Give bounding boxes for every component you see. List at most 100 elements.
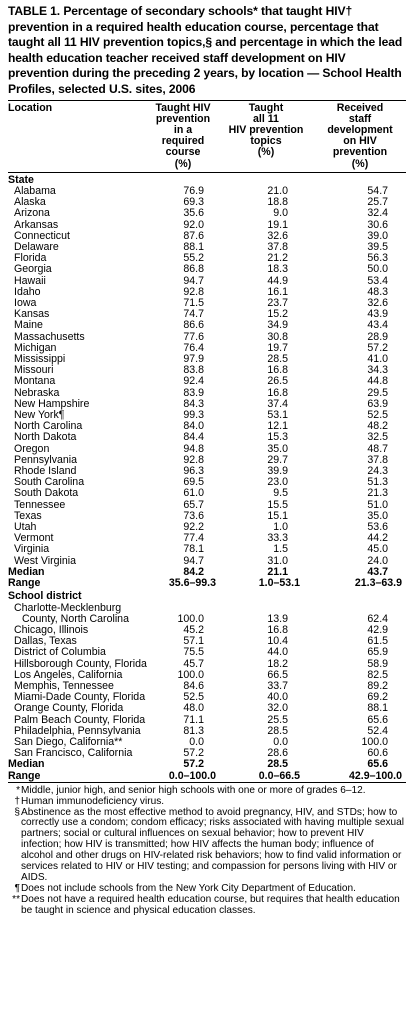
value-staff-development: 32.5 [367, 431, 389, 444]
value-required-course: 48.0 [183, 702, 204, 715]
district-first-line: Charlotte-Mecklenburg [14, 601, 122, 614]
header-col2-line: Taught [248, 101, 284, 114]
state-row: New Hampshire 84.3 37.4 63.9 [8, 397, 406, 410]
value-staff-development: 32.6 [367, 297, 389, 310]
value-staff-development: 32.4 [367, 207, 389, 220]
data-table: Location Taught HIV prevention in a required… [8, 101, 406, 172]
location-name: Philadelphia, Pennsylvania [14, 724, 141, 737]
district-section: School district [8, 590, 82, 603]
district-range-required-course: 0.0–100.0 [168, 769, 216, 782]
header-col3-line: staff [348, 112, 372, 125]
value-all-11-topics: 39.9 [267, 465, 288, 478]
value-all-11-topics: 16.1 [267, 285, 288, 298]
footnote-text: Does not have a required health educatio… [21, 893, 400, 916]
value-all-11-topics: 15.3 [267, 431, 288, 444]
footnote: ¶ Does not include schools from the New Y… [8, 883, 406, 895]
district-row: San Diego, California** 0.0 0.0 100.0 [8, 736, 406, 748]
value-all-11-topics: 30.8 [267, 330, 288, 343]
location-name: Georgia [14, 263, 52, 276]
header-col2-line: all 11 [253, 112, 279, 125]
value-all-11-topics: 12.1 [267, 420, 288, 433]
value-staff-development: 57.2 [367, 341, 389, 354]
value-required-course: 92.8 [183, 453, 204, 466]
value-staff-development: 48.2 [367, 420, 389, 433]
value-required-course: 92.4 [183, 375, 204, 388]
value-all-11-topics: 31.0 [267, 554, 288, 567]
value-all-11-topics: 32.0 [267, 702, 288, 715]
state-row: Florida 55.2 21.2 56.3 [8, 252, 406, 265]
location-name: North Dakota [14, 431, 77, 444]
value-required-course: 86.8 [183, 263, 204, 276]
location-name: Hillsborough County, Florida [14, 657, 147, 670]
value-required-course: 100.0 [177, 668, 204, 681]
value-required-course: 55.2 [183, 252, 204, 265]
value-all-11-topics: 33.7 [267, 679, 288, 692]
district-row: Hillsborough County, Florida 45.7 18.2 58.9 [8, 657, 406, 670]
value-all-11-topics: 53.1 [267, 409, 288, 422]
value-required-course: 57.1 [183, 635, 204, 648]
value-all-11-topics: 66.5 [267, 668, 288, 681]
footnote-text: Middle, junior high, and senior high sch… [21, 784, 366, 796]
value-all-11-topics: 37.4 [267, 397, 288, 410]
state-median-all-11-topics: 21.1 [267, 565, 288, 578]
value-required-course: 100.0 [177, 612, 204, 625]
location-name: Missouri [14, 364, 54, 377]
location-name: Kansas [14, 308, 50, 321]
location-name: District of Columbia [14, 646, 106, 659]
location-name: North Carolina [14, 420, 83, 433]
footnote-text: Abstinence as the most effective method … [21, 806, 404, 883]
value-required-course: 86.6 [183, 319, 204, 332]
location-name: Oregon [14, 442, 50, 455]
location-name: Tennessee [14, 498, 66, 511]
footnote-mark: § [14, 806, 20, 818]
value-required-course: 92.0 [183, 218, 204, 231]
value-all-11-topics: 19.7 [267, 341, 288, 354]
value-staff-development: 43.9 [367, 308, 389, 321]
header-col1: Taught HIV prevention in a required course (%… [148, 101, 218, 172]
location-name: South Carolina [14, 476, 85, 489]
state-section-row: State [8, 173, 406, 186]
value-all-11-topics: 34.9 [267, 319, 288, 332]
state-section: State [8, 173, 34, 186]
state-row: Arizona 35.6 9.0 32.4 [8, 208, 406, 219]
district-median-required-course: 57.2 [183, 758, 204, 771]
value-all-11-topics: 26.5 [267, 375, 288, 388]
district-range: Range 0.0–100.0 0.0–66.5 42.9–100.0 [8, 769, 406, 782]
district-row: Memphis, Tennessee 84.6 33.7 89.2 [8, 679, 406, 692]
location-name: Vermont [14, 532, 54, 545]
value-all-11-topics: 28.6 [267, 747, 288, 760]
state-row: Pennsylvania 92.8 29.7 37.8 [8, 453, 406, 466]
value-required-course: 61.0 [183, 487, 204, 500]
district-median: Median 57.2 28.5 65.6 [8, 759, 406, 770]
location-name: Arkansas [14, 218, 59, 231]
state-row: South Carolina 69.5 23.0 51.3 [8, 477, 406, 488]
state-row: Hawaii 94.7 44.9 53.4 [8, 275, 406, 287]
location-name: Connecticut [14, 229, 70, 242]
location-name: Mississippi [14, 353, 66, 366]
header-col3-line: development [327, 123, 393, 136]
value-all-11-topics: 13.9 [267, 612, 288, 625]
state-row: Virginia 78.1 1.5 45.0 [8, 544, 406, 555]
footnote: § Abstinence as the most effective method… [8, 806, 406, 884]
value-all-11-topics: 29.7 [267, 453, 288, 466]
header-col3-line: (%) [351, 157, 369, 170]
value-required-course: 76.4 [183, 341, 204, 354]
data-table-body: State Alabama 76.9 21.0 54.7 Alaska 69.3 18.8 25… [8, 173, 406, 782]
value-all-11-topics: 28.5 [267, 353, 288, 366]
value-required-course: 52.5 [183, 691, 204, 704]
value-required-course: 69.5 [183, 476, 204, 489]
district-range-staff-development: 42.9–100.0 [349, 769, 403, 782]
location-name: Palm Beach County, Florida [14, 713, 146, 726]
state-median: Median 84.2 21.1 43.7 [8, 565, 406, 578]
value-required-course: 84.6 [183, 679, 204, 692]
footnote-mark: ** [12, 893, 20, 905]
table-body: State Alabama 76.9 21.0 54.7 Alaska 69.3 18.8 25… [8, 173, 406, 782]
value-required-course: 84.0 [183, 420, 204, 433]
value-staff-development: 24.3 [367, 465, 389, 478]
state-row: Michigan 76.4 19.7 57.2 [8, 341, 406, 354]
value-required-course: 96.3 [183, 465, 204, 478]
district-row: County, North Carolina 100.0 13.9 62.4 [8, 612, 406, 625]
value-staff-development: 48.3 [367, 285, 389, 298]
location-name: Massachusetts [14, 330, 85, 343]
value-all-11-topics: 18.3 [267, 263, 288, 276]
